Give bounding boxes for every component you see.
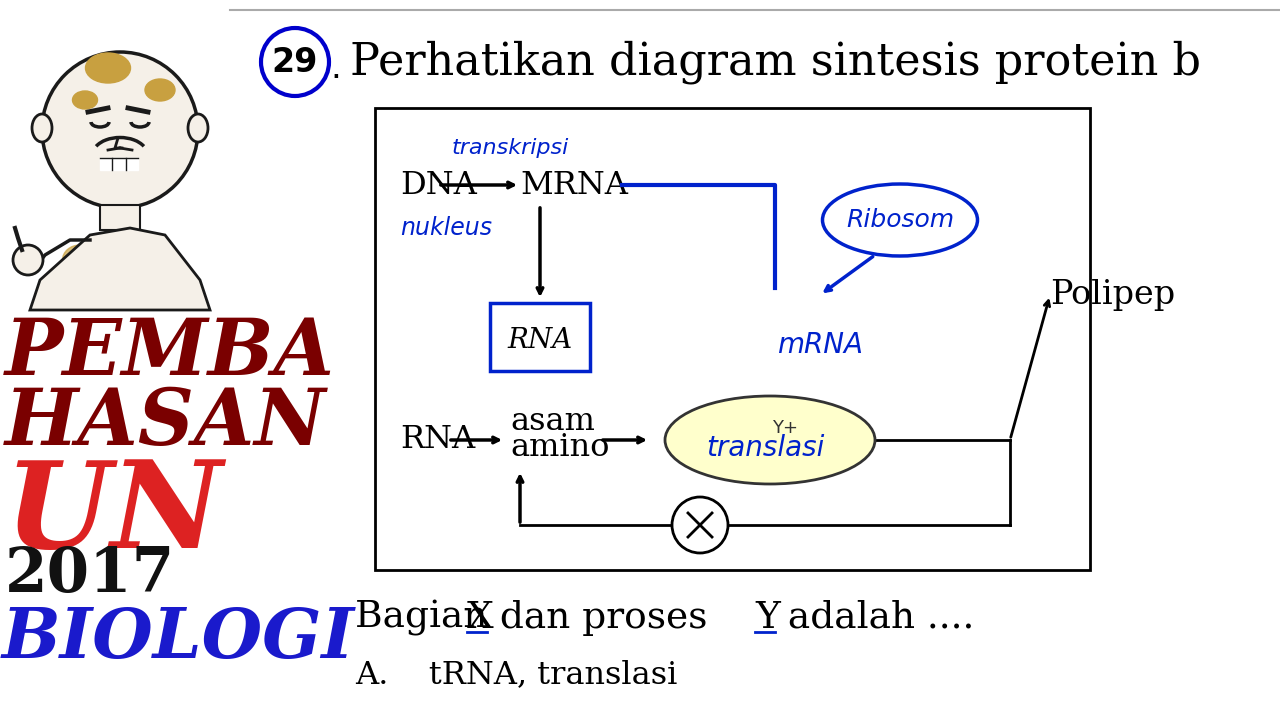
Circle shape xyxy=(13,245,44,275)
Text: adalah ....: adalah .... xyxy=(776,600,974,636)
Text: BIOLOGI: BIOLOGI xyxy=(3,605,355,672)
Ellipse shape xyxy=(32,114,52,142)
Ellipse shape xyxy=(188,114,207,142)
Bar xyxy=(0,0,230,720)
Text: nukleus: nukleus xyxy=(399,216,492,240)
Polygon shape xyxy=(29,228,210,310)
Ellipse shape xyxy=(86,53,131,83)
Text: X: X xyxy=(467,600,494,636)
Text: RNA: RNA xyxy=(399,425,475,456)
Ellipse shape xyxy=(145,79,175,101)
Ellipse shape xyxy=(140,253,170,277)
Circle shape xyxy=(672,497,728,553)
Ellipse shape xyxy=(63,245,97,275)
Text: UN: UN xyxy=(5,455,224,574)
Text: asam: asam xyxy=(509,407,595,438)
Text: transkripsi: transkripsi xyxy=(452,138,568,158)
Bar xyxy=(100,205,140,230)
Text: Ribosom: Ribosom xyxy=(846,208,954,232)
Text: mRNA: mRNA xyxy=(777,331,863,359)
Text: Y: Y xyxy=(755,600,780,636)
Circle shape xyxy=(42,52,198,208)
Text: amino: amino xyxy=(509,433,609,464)
FancyBboxPatch shape xyxy=(490,303,590,371)
Bar xyxy=(100,158,138,170)
Text: translasi: translasi xyxy=(705,434,824,462)
Text: Y+: Y+ xyxy=(772,419,797,437)
Text: DNA: DNA xyxy=(399,169,477,200)
Text: RNA: RNA xyxy=(507,326,572,354)
Text: Bagian: Bagian xyxy=(355,600,499,636)
Bar xyxy=(230,0,1280,720)
Bar xyxy=(375,108,1091,570)
Text: 29: 29 xyxy=(271,45,319,78)
Text: A.    tRNA, translasi: A. tRNA, translasi xyxy=(355,660,677,690)
Ellipse shape xyxy=(73,91,97,109)
Text: PEMBA: PEMBA xyxy=(5,315,335,392)
Ellipse shape xyxy=(666,396,876,484)
Text: MRNA: MRNA xyxy=(520,169,628,200)
Text: dan proses: dan proses xyxy=(488,600,719,636)
Text: HASAN: HASAN xyxy=(5,385,326,462)
Text: 2017: 2017 xyxy=(5,545,175,605)
Text: Polipep: Polipep xyxy=(1050,279,1175,311)
Text: Perhatikan diagram sintesis protein b: Perhatikan diagram sintesis protein b xyxy=(349,40,1201,84)
Text: .: . xyxy=(330,52,340,84)
